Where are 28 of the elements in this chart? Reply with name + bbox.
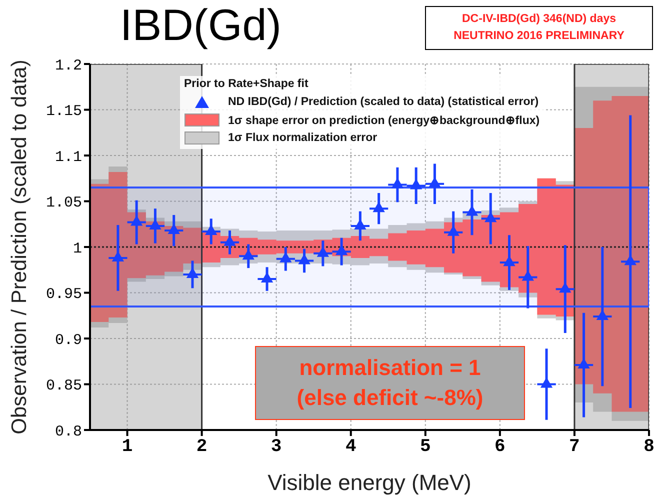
y-tick-label: 1.15	[46, 103, 82, 120]
legend-title: Prior to Rate+Shape fit	[184, 78, 310, 90]
y-tick-label: 1	[72, 240, 82, 258]
note-box: DC-IV-IBD(Gd) 346(ND) days NEUTRINO 2016 PRELIMINARY	[425, 6, 653, 50]
y-tick-label: 0.95	[46, 286, 82, 304]
legend-label: 1σ shape error on prediction (energy⊕background⊕flux)	[228, 114, 540, 127]
x-tick-label: 2	[196, 436, 208, 457]
x-tick-label: 7	[569, 436, 580, 457]
chart-title: IBD(Gd)	[120, 0, 282, 52]
x-tick-label: 8	[644, 436, 654, 457]
y-axis-title: Observation / Prediction (scaled to data)	[8, 60, 32, 434]
legend-label: ND IBD(Gd) / Prediction (scaled to data) (statistical error)	[228, 96, 539, 108]
x-tick-label: 1	[122, 436, 133, 457]
legend-label: 1σ Flux normalization error	[228, 132, 378, 144]
y-tick-label: 1.2	[54, 57, 82, 74]
y-tick-label: 0.85	[46, 378, 82, 395]
x-tick-label: 4	[345, 436, 356, 457]
y-tick-label: 1.05	[46, 194, 82, 212]
x-tick-label: 5	[420, 436, 431, 457]
y-tick-label: 1.1	[54, 148, 82, 166]
annotation: normalisation = 1	[298, 354, 482, 382]
y-tick-label: 0.8	[54, 423, 82, 440]
y-tick-label: 0.9	[54, 332, 82, 349]
note-box: normalisation = 1 (else deficit ~-8%)	[255, 346, 525, 420]
x-tick-label: 3	[270, 436, 282, 457]
annotation: (else deficit ~-8%)	[296, 384, 484, 412]
x-axis-title: Visible energy (MeV)	[268, 470, 472, 495]
x-tick-label: 6	[494, 436, 506, 457]
